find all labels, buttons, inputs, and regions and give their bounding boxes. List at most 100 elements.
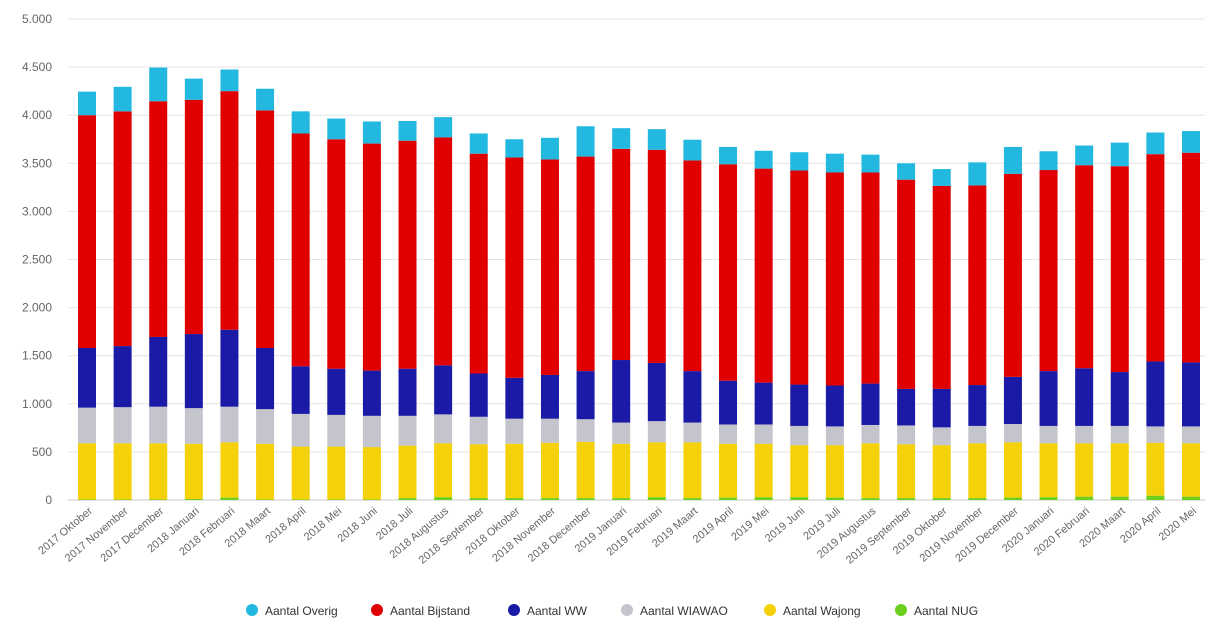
bar-segment-aantal-overig[interactable] xyxy=(897,163,916,180)
bar-segment-aantal-overig[interactable] xyxy=(540,137,559,160)
bar-segment-aantal-ww[interactable] xyxy=(327,368,346,415)
bar-segment-aantal-wajong[interactable] xyxy=(1039,443,1058,498)
bar-segment-aantal-wajong[interactable] xyxy=(968,443,987,499)
bar-segment-aantal-nug[interactable] xyxy=(1110,496,1129,500)
bar-segment-aantal-overig[interactable] xyxy=(434,117,453,138)
bar-segment-aantal-overig[interactable] xyxy=(576,126,595,157)
bar-segment-aantal-nug[interactable] xyxy=(968,498,987,500)
bar-stack[interactable] xyxy=(1039,151,1058,500)
bar-segment-aantal-nug[interactable] xyxy=(1039,497,1058,500)
bar-segment-aantal-wiawao[interactable] xyxy=(78,407,96,444)
bar-segment-aantal-ww[interactable] xyxy=(1146,361,1165,427)
bar-segment-aantal-wajong[interactable] xyxy=(1146,442,1165,496)
bar-segment-aantal-ww[interactable] xyxy=(398,368,417,416)
bar-segment-aantal-overig[interactable] xyxy=(968,162,987,186)
bar-segment-aantal-nug[interactable] xyxy=(434,497,453,500)
bar-stack[interactable] xyxy=(647,129,666,500)
bar-segment-aantal-overig[interactable] xyxy=(861,154,880,173)
bar-segment-aantal-ww[interactable] xyxy=(78,348,96,408)
bar-segment-aantal-wiawao[interactable] xyxy=(327,414,346,447)
legend-item[interactable]: Aantal WIAWAO xyxy=(621,604,728,618)
bar-segment-aantal-bijstand[interactable] xyxy=(719,164,738,381)
bar-segment-aantal-bijstand[interactable] xyxy=(327,139,346,369)
bar-segment-aantal-overig[interactable] xyxy=(398,120,417,141)
bar-segment-aantal-ww[interactable] xyxy=(149,336,168,407)
bar-segment-aantal-wiawao[interactable] xyxy=(647,421,666,443)
bar-segment-aantal-bijstand[interactable] xyxy=(861,172,880,384)
legend-item[interactable]: Aantal Overig xyxy=(246,604,338,618)
bar-segment-aantal-overig[interactable] xyxy=(612,128,631,149)
bar-segment-aantal-overig[interactable] xyxy=(1146,132,1165,155)
bar-stack[interactable] xyxy=(149,67,168,500)
bar-stack[interactable] xyxy=(469,133,488,500)
bar-segment-aantal-ww[interactable] xyxy=(719,380,738,425)
bar-stack[interactable] xyxy=(968,162,987,500)
bar-segment-aantal-wajong[interactable] xyxy=(790,445,809,498)
bar-segment-aantal-ww[interactable] xyxy=(434,365,453,415)
legend[interactable]: Aantal Overig Aantal Bijstand Aantal WW Aan… xyxy=(246,604,978,618)
bar-segment-aantal-ww[interactable] xyxy=(897,388,916,426)
bar-segment-aantal-wiawao[interactable] xyxy=(184,408,203,444)
bar-stack[interactable] xyxy=(1146,132,1165,500)
bar-stack[interactable] xyxy=(754,150,773,500)
bar-segment-aantal-nug[interactable] xyxy=(932,498,951,500)
bar-segment-aantal-bijstand[interactable] xyxy=(113,111,132,347)
bar-segment-aantal-wajong[interactable] xyxy=(576,441,595,499)
bar-segment-aantal-wiawao[interactable] xyxy=(434,414,453,444)
bar-segment-aantal-wiawao[interactable] xyxy=(256,409,275,444)
bar-segment-aantal-overig[interactable] xyxy=(825,153,844,173)
bar-stack[interactable] xyxy=(790,152,809,500)
bar-segment-aantal-wajong[interactable] xyxy=(256,443,275,500)
bar-segment-aantal-wiawao[interactable] xyxy=(362,415,381,448)
bar-segment-aantal-ww[interactable] xyxy=(825,385,844,427)
bar-segment-aantal-wiawao[interactable] xyxy=(1075,425,1094,444)
bar-segment-aantal-bijstand[interactable] xyxy=(825,172,844,386)
bar-segment-aantal-wiawao[interactable] xyxy=(861,424,880,444)
bar-segment-aantal-bijstand[interactable] xyxy=(291,133,310,367)
bar-stack[interactable] xyxy=(434,117,453,500)
bar-segment-aantal-overig[interactable] xyxy=(932,169,951,186)
bar-segment-aantal-ww[interactable] xyxy=(790,384,809,426)
bar-segment-aantal-wiawao[interactable] xyxy=(612,422,631,444)
bar-segment-aantal-nug[interactable] xyxy=(184,499,203,500)
bar-segment-aantal-nug[interactable] xyxy=(719,497,738,500)
bar-segment-aantal-overig[interactable] xyxy=(1110,142,1129,167)
bar-segment-aantal-wajong[interactable] xyxy=(434,443,453,498)
bar-segment-aantal-wajong[interactable] xyxy=(398,445,417,499)
bar-stack[interactable] xyxy=(1075,145,1094,500)
bar-stack[interactable] xyxy=(327,118,346,500)
bar-segment-aantal-ww[interactable] xyxy=(1003,376,1022,425)
bar-segment-aantal-bijstand[interactable] xyxy=(78,115,96,349)
bar-segment-aantal-wiawao[interactable] xyxy=(1146,426,1165,443)
bar-segment-aantal-nug[interactable] xyxy=(754,497,773,500)
bar-segment-aantal-wajong[interactable] xyxy=(469,444,488,499)
bar-segment-aantal-wajong[interactable] xyxy=(932,445,951,499)
bar-segment-aantal-ww[interactable] xyxy=(683,371,702,423)
bar-stack[interactable] xyxy=(78,91,96,500)
bar-segment-aantal-bijstand[interactable] xyxy=(1110,166,1129,373)
bar-segment-aantal-wiawao[interactable] xyxy=(897,425,916,445)
bar-segment-aantal-nug[interactable] xyxy=(505,498,524,500)
bar-segment-aantal-bijstand[interactable] xyxy=(932,185,951,389)
bar-segment-aantal-wiawao[interactable] xyxy=(1003,424,1022,443)
bar-segment-aantal-nug[interactable] xyxy=(861,498,880,500)
bar-segment-aantal-bijstand[interactable] xyxy=(1182,152,1200,363)
bar-segment-aantal-nug[interactable] xyxy=(683,498,702,500)
bar-segment-aantal-wajong[interactable] xyxy=(647,442,666,498)
bar-stack[interactable] xyxy=(825,153,844,500)
bar-segment-aantal-nug[interactable] xyxy=(1146,495,1165,500)
bar-segment-aantal-nug[interactable] xyxy=(612,498,631,500)
bar-segment-aantal-wajong[interactable] xyxy=(184,443,203,500)
bar-stack[interactable] xyxy=(612,128,631,500)
bar-stack[interactable] xyxy=(505,139,524,500)
bar-segment-aantal-wajong[interactable] xyxy=(683,442,702,499)
bar-segment-aantal-bijstand[interactable] xyxy=(897,179,916,389)
bar-segment-aantal-wiawao[interactable] xyxy=(398,415,417,446)
bar-segment-aantal-ww[interactable] xyxy=(647,362,666,422)
bar-segment-aantal-bijstand[interactable] xyxy=(1039,170,1058,372)
bar-segment-aantal-bijstand[interactable] xyxy=(968,185,987,386)
bar-segment-aantal-ww[interactable] xyxy=(932,388,951,428)
bar-segment-aantal-wajong[interactable] xyxy=(149,443,168,500)
bar-segment-aantal-bijstand[interactable] xyxy=(1075,165,1094,369)
bar-segment-aantal-bijstand[interactable] xyxy=(1003,173,1022,377)
